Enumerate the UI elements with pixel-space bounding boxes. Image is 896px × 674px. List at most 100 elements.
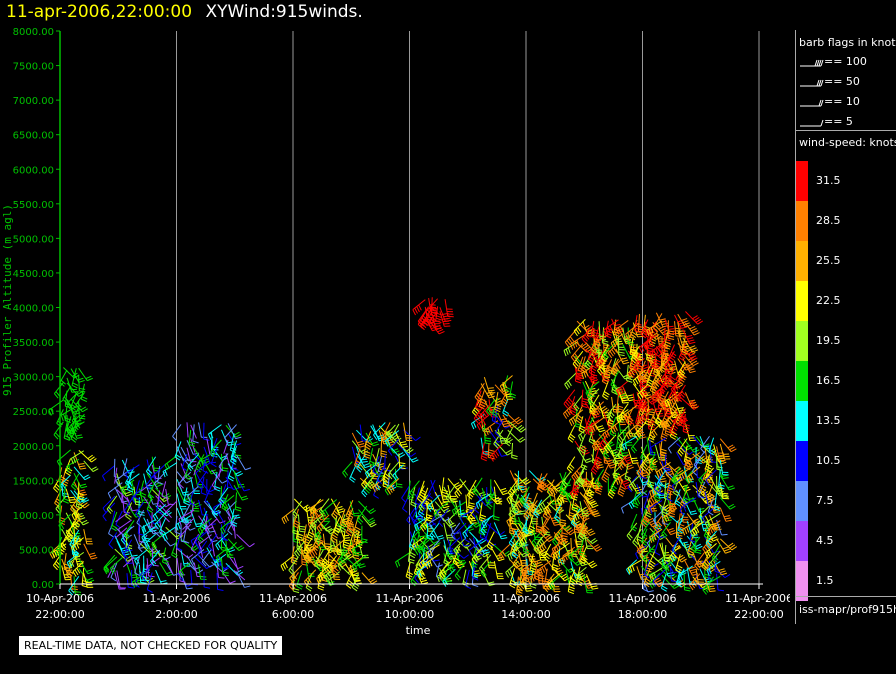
wind-barb [486, 492, 495, 510]
colorbar-label: 16.5 [816, 374, 841, 387]
wind-barb [468, 531, 486, 544]
wind-barb [481, 514, 495, 529]
wind-barb [468, 492, 475, 510]
wind-barb [73, 576, 82, 596]
y-tick-label: 500.00 [19, 545, 54, 556]
wind-barb [226, 470, 234, 489]
wind-barb [454, 480, 467, 499]
wind-barb [107, 482, 123, 499]
wind-barb [342, 530, 350, 550]
wind-barb [409, 480, 420, 498]
wind-barb [70, 393, 77, 411]
wind-barb [292, 500, 303, 519]
wind-barb [207, 424, 222, 440]
wind-barb [361, 572, 378, 585]
y-tick-label: 6500.00 [13, 131, 54, 142]
wind-barb [314, 549, 324, 570]
wind-barb [719, 438, 737, 453]
wind-barb [451, 501, 467, 517]
wind-barb [116, 489, 130, 502]
wind-barb [507, 545, 522, 561]
barb-icon [800, 79, 824, 87]
wind-barb [454, 561, 467, 581]
wind-barb [101, 465, 116, 482]
wind-barb [309, 540, 324, 559]
barb-flag-label: == 100 [824, 55, 867, 68]
wind-barb [427, 494, 440, 512]
wind-barb [332, 538, 346, 556]
wind-barb [364, 461, 380, 479]
wind-barb [392, 464, 404, 481]
wind-barb [78, 568, 95, 583]
wind-barb [236, 571, 251, 588]
wind-barb [332, 517, 341, 536]
wind-barb [493, 503, 500, 521]
wind-barb [216, 572, 224, 591]
y-tick-label: 3000.00 [13, 373, 54, 384]
wind-barb [473, 544, 488, 562]
wind-barb [433, 501, 449, 519]
wind-barb [78, 375, 86, 393]
barb-icon [800, 99, 824, 107]
wind-barb [78, 400, 86, 420]
wind-barb [225, 542, 237, 558]
wind-barb [126, 473, 140, 489]
wind-barb [191, 549, 205, 565]
wind-barb [418, 553, 432, 570]
wind-barb [349, 564, 361, 582]
wind-barb [176, 471, 192, 484]
wind-barb [182, 517, 195, 530]
wind-barb [141, 564, 153, 582]
wind-barb [115, 471, 128, 487]
wind-barb [394, 468, 403, 488]
wind-barb [480, 560, 492, 578]
wind-barb [450, 522, 461, 540]
wind-barb [73, 512, 89, 526]
wind-barb [198, 453, 212, 467]
wind-barb [83, 543, 98, 560]
wind-barb [141, 519, 156, 534]
colorbar-swatch [796, 161, 808, 201]
wind-barb [181, 453, 188, 472]
wind-barb [114, 572, 126, 590]
wind-barb [110, 511, 118, 532]
y-tick-label: 4500.00 [13, 269, 54, 280]
wind-barb [165, 488, 175, 506]
wind-barb [345, 516, 354, 537]
wind-barb [328, 571, 341, 586]
wind-barb [230, 440, 238, 461]
wind-barb [164, 500, 178, 514]
x-axis-label: time [406, 624, 431, 637]
y-tick-label: 4000.00 [13, 304, 54, 315]
wind-barb [176, 531, 183, 551]
wind-barb [102, 502, 116, 522]
quality-warning: REAL-TIME DATA, NOT CHECKED FOR QUALITY [19, 636, 283, 655]
wind-barb [376, 463, 386, 485]
wind-barb [205, 515, 208, 532]
wind-barb [233, 484, 249, 501]
wind-barb [382, 463, 391, 483]
wind-barb [125, 502, 133, 521]
wind-barb [77, 482, 85, 501]
wind-barb [663, 544, 671, 563]
wind-barb [418, 538, 432, 555]
wind-barb [102, 495, 116, 514]
colorbar-swatch [796, 201, 808, 241]
colorbar-swatch [796, 481, 808, 521]
wind-barb [71, 368, 79, 389]
wind-barb [429, 514, 445, 529]
wind-barb [585, 574, 599, 590]
wind-barb [430, 524, 445, 540]
barb-flag-entry: == 5 [796, 115, 896, 130]
wind-barb [361, 525, 368, 544]
wind-barb [479, 554, 492, 574]
wind-barb [372, 477, 386, 493]
wind-profile-plot: 0.00 500.00 1000.00 1500.00 2000.00 2500.00 30… [1, 27, 790, 637]
x-tick-date: 11-Apr-2006 [142, 592, 210, 605]
wind-barb [493, 429, 504, 449]
wind-barb [121, 550, 133, 565]
wind-barb [480, 442, 489, 462]
wind-barb [73, 472, 88, 489]
wind-barb [686, 513, 702, 526]
wind-barb [80, 383, 88, 402]
